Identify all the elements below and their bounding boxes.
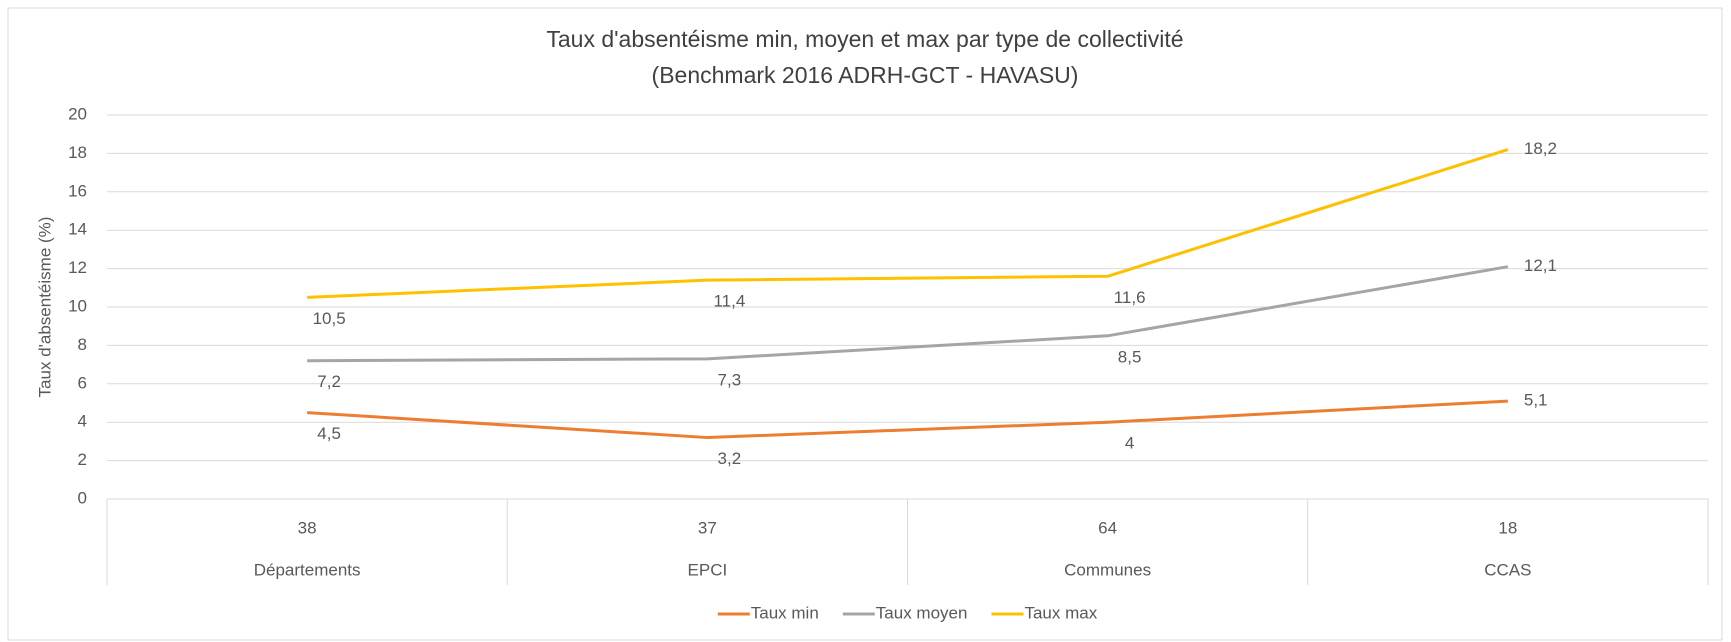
y-tick-label: 18 [68, 143, 87, 162]
category-count: 37 [698, 518, 717, 537]
y-tick-label: 8 [78, 335, 87, 354]
y-tick-label: 4 [78, 412, 87, 431]
category-count: 18 [1498, 518, 1517, 537]
x-tick-label: EPCI [688, 560, 728, 579]
data-label: 18,2 [1524, 139, 1557, 158]
data-label: 4 [1125, 434, 1134, 453]
legend-label: Taux min [751, 603, 819, 622]
chart-title: Taux d'absentéisme min, moyen et max par… [546, 26, 1183, 52]
x-tick-label: Communes [1064, 560, 1151, 579]
data-label: 8,5 [1118, 347, 1142, 366]
data-label: 7,2 [317, 372, 341, 391]
category-count: 38 [298, 518, 317, 537]
data-label: 12,1 [1524, 256, 1557, 275]
y-tick-label: 6 [78, 373, 87, 392]
chart-subtitle: (Benchmark 2016 ADRH-GCT - HAVASU) [652, 62, 1079, 88]
y-tick-label: 14 [68, 220, 87, 239]
y-tick-label: 16 [68, 181, 87, 200]
category-count: 64 [1098, 518, 1117, 537]
data-label: 11,4 [713, 292, 745, 311]
y-tick-label: 12 [68, 258, 87, 277]
series-line [307, 265, 1509, 363]
y-axis-label: Taux d'absentéisme (%) [35, 217, 54, 398]
y-tick-label: 20 [68, 104, 87, 123]
legend-label: Taux max [1024, 603, 1097, 622]
chart-frame [7, 7, 1723, 641]
data-label: 10,5 [313, 309, 346, 328]
x-tick-label: Départements [254, 560, 361, 579]
series-line [307, 399, 1508, 440]
data-label: 4,5 [317, 424, 341, 443]
data-label: 3,2 [718, 449, 742, 468]
y-tick-label: 10 [68, 296, 87, 315]
y-tick-label: 2 [78, 450, 87, 469]
legend-label: Taux moyen [876, 603, 968, 622]
series-line [307, 148, 1509, 299]
y-tick-label: 0 [78, 488, 87, 507]
data-label: 11,6 [1114, 288, 1146, 307]
data-label: 7,3 [718, 370, 742, 389]
data-label: 5,1 [1524, 391, 1548, 410]
x-tick-label: CCAS [1484, 560, 1531, 579]
